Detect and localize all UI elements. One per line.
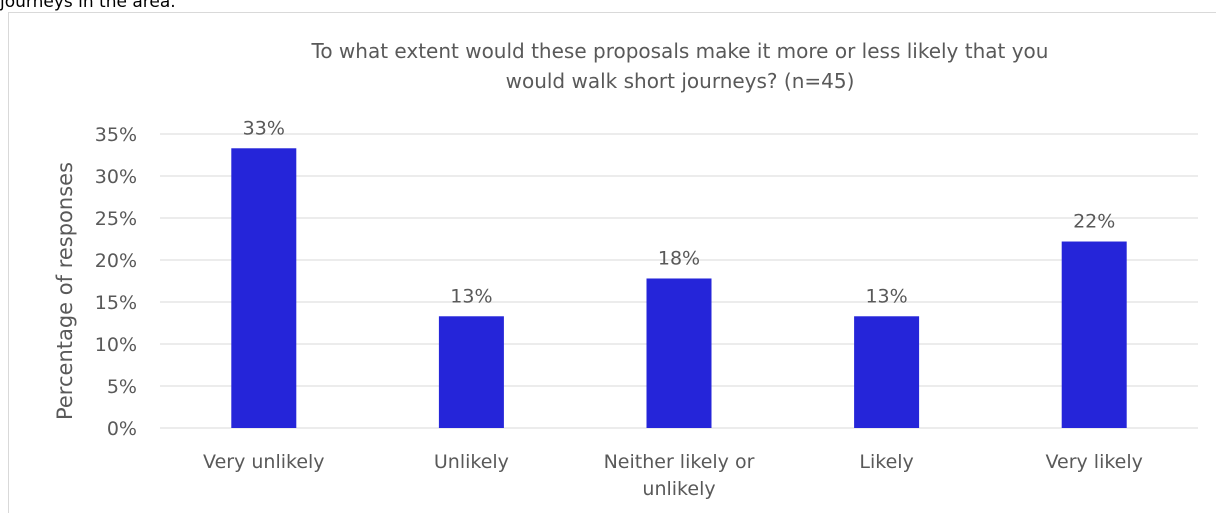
y-tick-label: 30% xyxy=(95,166,137,188)
chart-title-line: would walk short journeys? (n=45) xyxy=(506,69,855,93)
y-tick-label: 25% xyxy=(95,208,137,230)
bar xyxy=(231,148,297,428)
data-label: 18% xyxy=(658,247,700,269)
x-tick-label: Neither likely or xyxy=(604,451,755,473)
data-label: 13% xyxy=(865,285,907,307)
x-axis-ticks: Very unlikely Unlikely Neither likely or un… xyxy=(203,451,1143,500)
preceding-text-fragment: journeys in the area. xyxy=(0,0,176,12)
bar xyxy=(438,316,504,428)
chart-frame xyxy=(8,12,1216,513)
y-tick-label: 10% xyxy=(95,334,137,356)
bar xyxy=(646,278,712,428)
x-tick-label: Unlikely xyxy=(434,451,509,473)
bars xyxy=(231,148,1127,428)
data-label: 22% xyxy=(1073,211,1115,233)
y-tick-label: 0% xyxy=(107,418,137,440)
data-label: 13% xyxy=(450,285,492,307)
chart-title: To what extent would these proposals mak… xyxy=(311,39,1049,93)
bar xyxy=(1061,241,1127,428)
y-tick-label: 20% xyxy=(95,250,137,272)
data-label: 33% xyxy=(243,117,285,139)
data-labels: 33% 13% 18% 13% 22% xyxy=(243,117,1116,307)
y-tick-label: 5% xyxy=(107,376,137,398)
x-tick-label: Very likely xyxy=(1045,451,1142,473)
y-axis-label: Percentage of responses xyxy=(53,162,77,420)
x-tick-label: Likely xyxy=(859,451,913,473)
x-tick-label: unlikely xyxy=(642,478,715,500)
bar xyxy=(854,316,920,428)
gridlines xyxy=(160,133,1198,429)
y-axis-ticks: 0% 5% 10% 15% 20% 25% 30% 35% xyxy=(95,124,137,440)
y-tick-label: 35% xyxy=(95,124,137,146)
chart-title-line: To what extent would these proposals mak… xyxy=(311,39,1049,63)
x-tick-label: Very unlikely xyxy=(203,451,325,473)
y-tick-label: 15% xyxy=(95,292,137,314)
